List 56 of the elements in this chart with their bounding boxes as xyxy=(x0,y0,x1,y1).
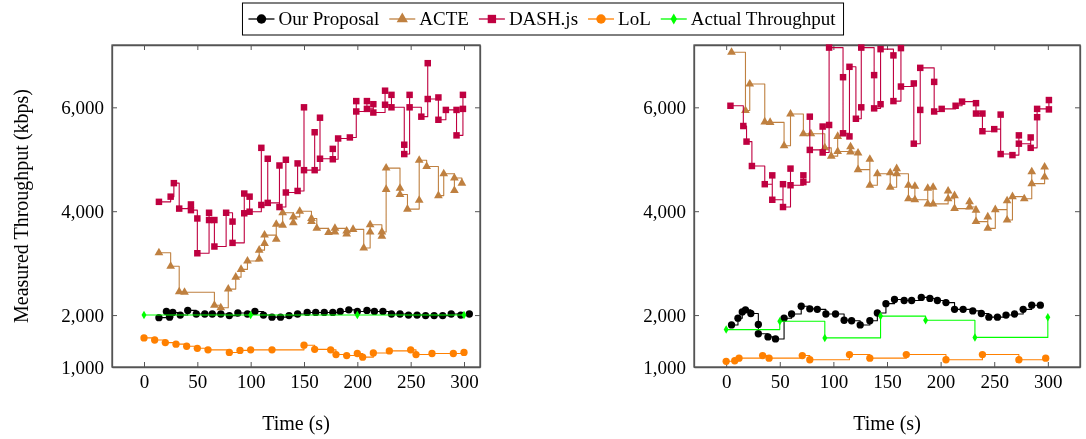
point xyxy=(950,305,959,313)
point xyxy=(231,272,241,280)
x-axis-title: Time (s) xyxy=(262,412,330,435)
point xyxy=(858,44,865,51)
x-tick-label: 50 xyxy=(770,371,790,393)
point xyxy=(979,110,986,117)
y-tick-label: 2,000 xyxy=(61,304,104,326)
y-tick-label: 1,000 xyxy=(61,356,104,378)
point xyxy=(845,350,854,359)
x-tick-label: 0 xyxy=(139,371,150,393)
x-tick-label: 200 xyxy=(926,371,956,393)
y-tick-label: 2,000 xyxy=(643,304,686,326)
x-tick-label: 50 xyxy=(188,371,208,393)
point xyxy=(890,295,899,304)
point xyxy=(997,111,1004,118)
point xyxy=(846,133,853,140)
y-tick-label: 6,000 xyxy=(61,96,104,118)
y-axis-title: Measured Throughput (kbps) xyxy=(10,88,33,324)
point xyxy=(727,102,734,110)
x-tick-label: 100 xyxy=(819,371,849,393)
point xyxy=(722,357,730,365)
x-tick-label: 150 xyxy=(873,371,902,393)
x-tick-label: 100 xyxy=(236,371,266,393)
point xyxy=(727,47,736,55)
point xyxy=(1027,134,1034,141)
x-tick-label: 300 xyxy=(1034,371,1063,393)
point xyxy=(890,52,897,59)
point xyxy=(978,350,987,359)
y-tick-label: 4,000 xyxy=(61,200,104,222)
y-tick-label: 6,000 xyxy=(643,96,686,118)
y-tick-label: 4,000 xyxy=(643,200,686,222)
point xyxy=(908,296,916,305)
point xyxy=(787,165,794,172)
x-tick-label: 300 xyxy=(450,371,479,393)
x-tick-label: 0 xyxy=(721,371,732,393)
legend-label: DASH.js xyxy=(508,8,579,29)
x-axis-title: Time (s) xyxy=(853,412,921,435)
point xyxy=(858,104,865,111)
x-tick-label: 250 xyxy=(980,371,1009,393)
legend-label: LoL xyxy=(618,8,651,29)
point xyxy=(865,154,875,162)
point xyxy=(1040,162,1049,170)
x-tick-label: 150 xyxy=(290,371,319,393)
point xyxy=(1036,301,1044,309)
legend-label: Our Proposal xyxy=(278,8,380,29)
point xyxy=(819,123,826,130)
point xyxy=(806,113,814,120)
x-tick-label: 250 xyxy=(396,371,426,393)
point xyxy=(800,172,807,179)
legend-label: Actual Throughput xyxy=(690,8,837,29)
point xyxy=(769,172,776,179)
y-tick-label: 1,000 xyxy=(643,356,686,378)
point xyxy=(295,206,305,214)
point xyxy=(743,138,750,145)
legend-label: ACTE xyxy=(419,8,469,29)
x-tick-label: 200 xyxy=(343,371,373,393)
